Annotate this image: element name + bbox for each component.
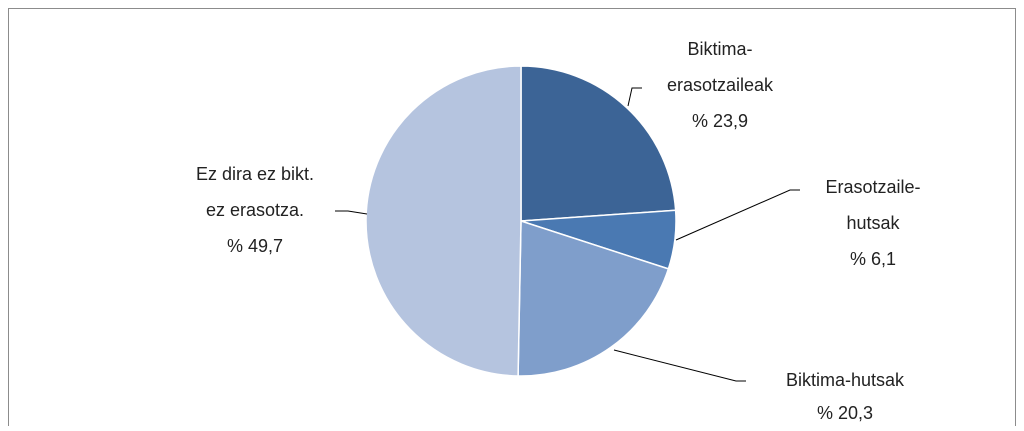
value-label: % 49,7 (227, 236, 283, 256)
slice-label: hutsak (846, 213, 900, 233)
leader-line (627, 87, 642, 107)
pie-slice (520, 65, 677, 222)
value-label: % 6,1 (850, 249, 896, 269)
pie-slice (517, 219, 670, 377)
slice-label: Erasotzaile- (825, 177, 920, 197)
slice-label: ez erasotza. (206, 200, 304, 220)
slice-label: Biktima- (687, 39, 752, 59)
leader-line (675, 189, 800, 241)
leader-line (613, 349, 746, 382)
leader-line (335, 210, 368, 215)
value-label: % 23,9 (692, 111, 748, 131)
slice-label: Biktima-hutsak (786, 370, 905, 390)
slice-label: Ez dira ez bikt. (196, 164, 314, 184)
slice-label: erasotzaileak (667, 75, 774, 95)
pie-slice (365, 65, 522, 377)
value-label: % 20,3 (817, 403, 873, 423)
